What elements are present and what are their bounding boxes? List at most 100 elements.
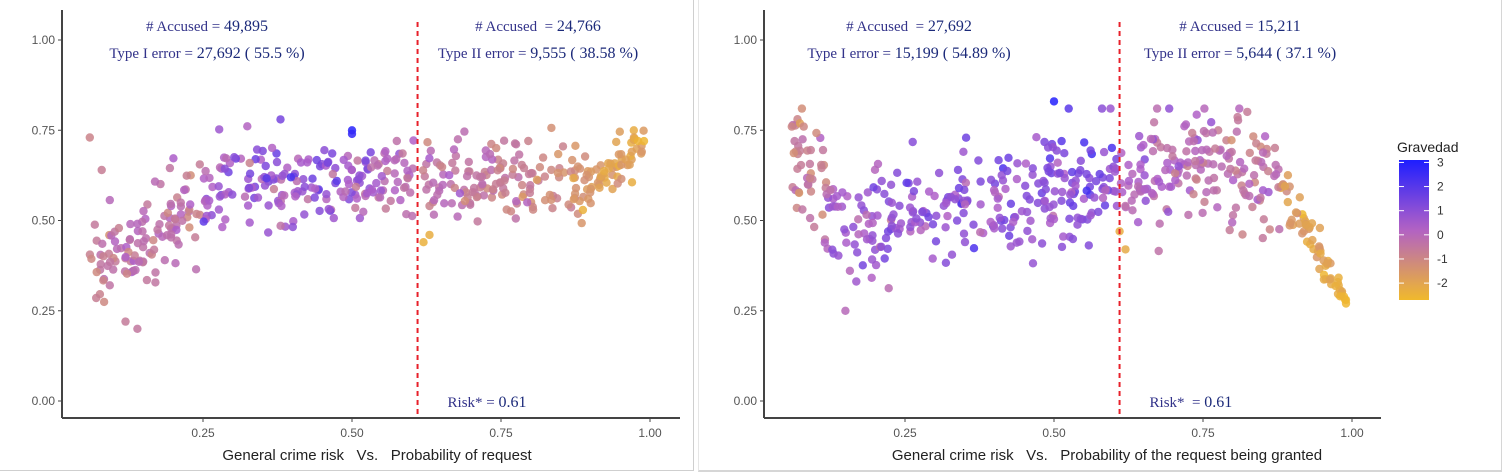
data-point <box>139 206 148 216</box>
data-point <box>453 212 462 221</box>
data-point <box>429 210 439 219</box>
data-point <box>493 166 502 175</box>
data-point <box>492 143 501 153</box>
data-point <box>267 143 277 153</box>
data-point <box>924 187 934 196</box>
data-point <box>399 183 409 192</box>
data-point <box>789 148 798 158</box>
data-point <box>1021 181 1030 190</box>
data-point <box>240 192 250 201</box>
data-point <box>174 240 183 249</box>
data-point <box>515 150 524 159</box>
data-point <box>1105 174 1114 183</box>
data-point <box>1314 242 1324 251</box>
y-tick-label: 0.75 <box>734 123 758 137</box>
y-tick-label: 1.00 <box>734 33 758 47</box>
data-point <box>134 257 144 266</box>
data-point <box>1037 239 1047 248</box>
data-point <box>580 176 589 185</box>
data-point <box>1052 146 1061 155</box>
data-point <box>1133 218 1143 227</box>
data-point <box>393 177 402 187</box>
data-point <box>351 182 361 192</box>
data-point <box>893 229 903 238</box>
data-point <box>1165 104 1174 113</box>
data-point <box>99 297 109 307</box>
data-point <box>1140 185 1149 194</box>
data-point <box>1107 143 1117 153</box>
data-point <box>1249 132 1258 141</box>
data-point <box>1090 193 1099 202</box>
data-point <box>952 216 962 225</box>
data-point <box>1228 211 1238 220</box>
data-point <box>419 238 428 247</box>
data-point <box>469 183 479 193</box>
data-point <box>1260 132 1270 141</box>
data-point <box>1064 104 1073 113</box>
data-point <box>639 126 648 135</box>
data-point <box>1334 273 1343 282</box>
data-point <box>817 160 826 170</box>
data-point <box>1111 187 1120 196</box>
data-point <box>1065 214 1074 223</box>
data-point <box>392 136 401 146</box>
data-point <box>1086 211 1095 220</box>
data-point <box>1259 215 1268 224</box>
y-tick-label: 1.00 <box>32 33 56 47</box>
data-point <box>1235 104 1244 113</box>
data-point <box>322 190 331 199</box>
data-point <box>1101 186 1110 195</box>
data-point <box>548 204 557 213</box>
data-point <box>1232 127 1241 136</box>
data-point <box>862 210 871 219</box>
data-point <box>262 174 271 183</box>
data-point <box>517 180 527 190</box>
data-point <box>1188 128 1197 138</box>
data-point <box>578 205 588 215</box>
error-value: 9,555 ( 38.58 %) <box>530 45 638 62</box>
data-point <box>1307 219 1317 228</box>
data-point <box>1189 190 1198 199</box>
data-point <box>418 166 428 175</box>
data-point <box>1040 178 1049 187</box>
data-point <box>296 158 306 167</box>
legend-title: Gravedad <box>1397 139 1458 155</box>
data-point <box>512 197 521 206</box>
data-point <box>440 199 449 208</box>
data-point <box>1066 190 1075 199</box>
risk-label-prefix: Risk* = <box>448 395 499 411</box>
data-point <box>1146 134 1156 144</box>
data-point <box>950 195 960 204</box>
data-point <box>508 164 518 174</box>
data-point <box>1211 144 1220 153</box>
data-point <box>1071 181 1080 190</box>
data-point <box>568 155 577 165</box>
data-point <box>214 205 224 214</box>
data-point <box>1243 107 1252 117</box>
data-point <box>884 284 893 293</box>
data-point <box>863 188 872 197</box>
data-point <box>92 293 101 303</box>
data-point <box>98 239 107 248</box>
data-point <box>1057 136 1066 146</box>
data-point <box>886 180 896 189</box>
data-point <box>1076 156 1085 165</box>
legend-label: 3 <box>1437 155 1444 169</box>
data-point <box>252 145 262 154</box>
data-point <box>1238 230 1247 239</box>
data-point <box>178 216 187 225</box>
risk-threshold-label: Risk* = 0.61 <box>448 394 527 411</box>
data-point <box>149 245 159 254</box>
data-point <box>425 230 434 240</box>
data-point <box>931 237 941 246</box>
data-point <box>165 163 175 173</box>
data-point <box>133 219 142 228</box>
data-point <box>558 142 568 151</box>
data-point <box>1249 171 1259 180</box>
data-point <box>818 210 827 219</box>
data-point <box>185 223 194 232</box>
chart-panel-left: 0.00 0.25 0.50 0.75 1.00 0.25 0.50 0.75 1.00 Gene… <box>0 0 694 471</box>
data-point <box>852 277 861 286</box>
data-point <box>1283 171 1293 180</box>
data-point <box>1112 154 1121 164</box>
